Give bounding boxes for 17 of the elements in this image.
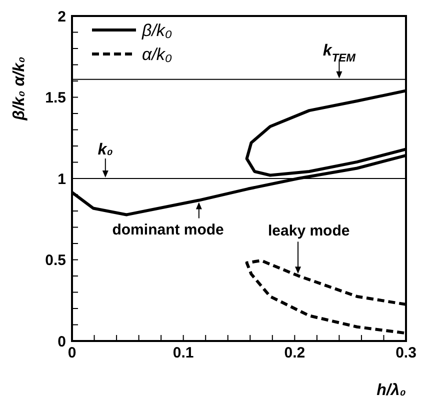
x-tick-label: 0.2 (284, 344, 306, 362)
annotation: leaky mode (268, 222, 350, 240)
x-tick-label: 0.1 (172, 344, 194, 362)
legend-label: β/k₀ (141, 21, 172, 40)
y-tick-label: 1.5 (45, 90, 66, 107)
legend-label: α/k₀ (142, 45, 172, 64)
y-tick-label: 2 (58, 8, 66, 26)
ref-line-label: k$_{TEM}$ (322, 42, 356, 64)
x-axis-title: h/λ₀ (376, 382, 406, 399)
y-axis-title: β/k₀ α/k₀ (11, 56, 28, 122)
y-tick-label: 0.5 (45, 252, 66, 270)
y-tick-label: 0 (58, 333, 66, 350)
x-tick-label: 0.3 (396, 344, 416, 362)
annotation: dominant mode (112, 221, 224, 238)
y-tick-label: 1 (58, 170, 66, 188)
ref-line-label: k₀ (98, 142, 114, 158)
line-series (245, 259, 406, 335)
